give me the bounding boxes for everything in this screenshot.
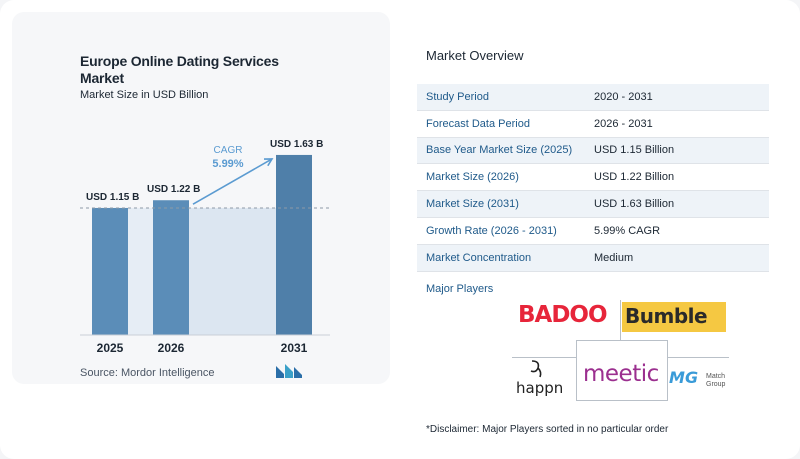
overview-row-value: 2026 - 2031	[594, 117, 653, 130]
overview-row-label: Market Size (2031)	[426, 198, 519, 211]
x-tick-label: 2031	[281, 341, 308, 355]
data-label: USD 1.63 B	[270, 139, 323, 150]
match-group-logo-icon: M G	[669, 368, 698, 387]
bar-2031	[276, 154, 312, 335]
match-group-logo-text: Match Group	[706, 373, 726, 388]
overview-row-label: Market Concentration	[426, 251, 532, 264]
overview-title: Market Overview	[426, 48, 524, 63]
overview-row-label: Market Size (2026)	[426, 171, 519, 184]
cagr-arrow-head	[263, 158, 274, 167]
bar-2026	[153, 200, 189, 335]
chart-subtitle: Market Size in USD Billion	[80, 89, 209, 101]
overview-row: Market Concentration Medium	[417, 244, 769, 272]
overview-row: Market Size (2026) USD 1.22 Billion	[417, 164, 769, 192]
overview-row: Market Size (2031) USD 1.63 Billion	[417, 191, 769, 218]
logo-divider	[512, 357, 576, 358]
logo-divider	[576, 340, 577, 400]
overview-row: Forecast Data Period 2026 - 2031	[417, 110, 769, 138]
overview-row-label: Growth Rate (2026 - 2031)	[426, 224, 557, 237]
logo-divider	[667, 340, 668, 400]
svg-text:G: G	[685, 368, 698, 387]
overview-row-value: USD 1.22 Billion	[594, 171, 675, 184]
overview-row-value: 2020 - 2031	[594, 90, 653, 103]
bar-2025	[92, 207, 128, 335]
bar-chart: USD 1.15 B USD 1.22 B USD 1.63 B 2025 2026 20…	[80, 139, 330, 355]
overview-row-label: Base Year Market Size (2025)	[426, 144, 573, 157]
overview-row-label: Study Period	[426, 90, 489, 103]
logo-divider	[620, 300, 621, 340]
x-tick-label: 2025	[97, 341, 124, 355]
overview-row: Base Year Market Size (2025) USD 1.15 Bil…	[417, 137, 769, 165]
source-text: Source: Mordor Intelligence	[80, 367, 215, 379]
logo-divider	[576, 400, 668, 401]
growth-band	[189, 207, 276, 335]
overview-row-value: Medium	[594, 251, 634, 264]
overview-row-label: Forecast Data Period	[426, 117, 530, 130]
cagr-label: CAGR	[214, 145, 243, 156]
cagr-arrow-line	[192, 158, 273, 205]
overview-row-value: USD 1.63 Billion	[594, 198, 675, 211]
bumble-logo-background	[622, 302, 726, 332]
overview-row-value: USD 1.15 Billion	[594, 144, 675, 157]
overview-row-value: 5.99% CAGR	[594, 224, 661, 237]
major-players-label: Major Players	[426, 283, 494, 295]
data-label: USD 1.22 B	[147, 184, 200, 195]
overview-row: Growth Rate (2026 - 2031) 5.99% CAGR	[417, 217, 769, 245]
x-tick-label: 2026	[158, 341, 185, 355]
bumble-logo: Bumble	[625, 304, 708, 328]
cagr-value: 5.99%	[212, 158, 243, 170]
mordor-intelligence-logo-icon	[276, 364, 302, 378]
disclaimer-text: *Disclaimer: Major Players sorted in no …	[426, 424, 669, 435]
happn-logo: happn	[516, 379, 564, 397]
logo-divider	[667, 357, 729, 358]
happn-mark-icon	[530, 360, 542, 378]
overview-table: Study Period 2020 - 2031 Forecast Data Per…	[417, 84, 769, 272]
logo-divider	[576, 340, 668, 341]
overview-row: Study Period 2020 - 2031	[417, 84, 769, 111]
meetic-logo: meetic	[583, 361, 659, 387]
chart-title: Europe Online Dating Services Market	[80, 53, 279, 86]
svg-text:M: M	[669, 368, 685, 387]
gap-band	[128, 207, 153, 335]
badoo-logo: BADOO	[518, 302, 608, 328]
data-label: USD 1.15 B	[86, 192, 139, 203]
